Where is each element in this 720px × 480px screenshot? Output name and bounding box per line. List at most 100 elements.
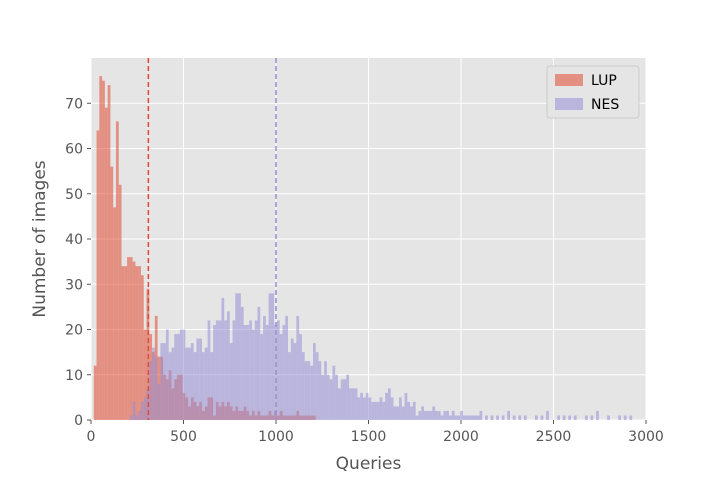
- histogram-bar-lup: [121, 266, 125, 420]
- histogram-bar-nes: [490, 415, 494, 420]
- legend-swatch-nes: [555, 98, 583, 110]
- histogram-bar-lup: [138, 266, 141, 420]
- histogram-bar-nes: [412, 401, 416, 420]
- histogram-bar-nes: [202, 352, 205, 420]
- legend-label-nes: NES: [591, 97, 619, 113]
- histogram-bar-nes: [421, 406, 424, 420]
- histogram-bar-nes: [140, 401, 144, 420]
- histogram-bar-nes: [265, 324, 269, 420]
- histogram-bar-nes: [426, 410, 430, 420]
- legend-swatch-lup: [555, 74, 583, 86]
- histogram-bar-nes: [229, 343, 233, 420]
- histogram-bar-nes: [454, 415, 458, 420]
- histogram-bar-nes: [279, 334, 283, 420]
- histogram-bar-nes: [584, 415, 588, 420]
- histogram-bar-nes: [143, 397, 147, 420]
- histogram-bar-nes: [160, 343, 164, 420]
- histogram-bar-nes: [382, 401, 386, 420]
- histogram-bar-nes: [404, 392, 408, 420]
- histogram-bar-lup: [93, 365, 97, 420]
- histogram-bar-nes: [415, 415, 419, 420]
- histogram-bar-nes: [335, 374, 338, 420]
- histogram-bar-nes: [282, 324, 286, 420]
- histogram-bar-nes: [210, 352, 214, 420]
- histogram-bar-nes: [218, 320, 222, 420]
- histogram-bar-nes: [523, 415, 527, 420]
- histogram-bar-nes: [288, 352, 291, 420]
- legend-label-lup: LUP: [591, 73, 617, 89]
- histogram-bar-nes: [324, 361, 327, 420]
- histogram-bar-nes: [379, 397, 383, 420]
- x-tick-label: 3000: [628, 429, 664, 445]
- histogram-bar-lup: [118, 184, 122, 420]
- histogram-bar-nes: [232, 320, 236, 420]
- histogram-bar-lup: [102, 80, 105, 420]
- histogram-bar-lup: [129, 257, 133, 420]
- histogram-bar-nes: [371, 401, 375, 420]
- histogram-bar-nes: [401, 406, 405, 420]
- histogram-bar-nes: [304, 361, 308, 420]
- y-tick-label: 0: [74, 413, 83, 429]
- histogram-bar-nes: [318, 361, 322, 420]
- histogram-bar-nes: [362, 397, 366, 420]
- histogram-bar-nes: [479, 410, 483, 420]
- histogram-bar-nes: [443, 410, 447, 420]
- histogram-bar-nes: [435, 410, 438, 420]
- histogram-bar-lup: [110, 166, 114, 420]
- histogram-bar-nes: [157, 383, 161, 420]
- histogram-bar-lup: [127, 257, 130, 420]
- histogram-bar-lup: [113, 207, 116, 420]
- histogram-bar-nes: [349, 388, 352, 420]
- histogram-bar-nes: [171, 347, 175, 420]
- histogram-bar-nes: [329, 379, 333, 420]
- histogram-bar-nes: [326, 374, 330, 420]
- histogram-bar-nes: [546, 410, 549, 420]
- histogram-bar-nes: [174, 334, 178, 420]
- histogram-bar-nes: [226, 311, 230, 420]
- histogram-bar-nes: [129, 415, 133, 420]
- histogram-bar-nes: [315, 352, 319, 420]
- histogram-bar-nes: [629, 415, 633, 420]
- histogram-bar-nes: [213, 324, 216, 420]
- y-tick-label: 60: [65, 142, 83, 158]
- histogram-bar-nes: [224, 320, 227, 420]
- histogram-bar-nes: [179, 329, 183, 420]
- histogram-bar-nes: [410, 406, 413, 420]
- histogram-bar-nes: [399, 397, 402, 420]
- histogram-bar-nes: [163, 343, 166, 420]
- histogram-bar-nes: [562, 415, 566, 420]
- histogram-bar-nes: [437, 410, 441, 420]
- histogram-bar-nes: [512, 415, 516, 420]
- histogram-bar-nes: [448, 415, 452, 420]
- histogram-bar-nes: [540, 415, 544, 420]
- histogram-bar-nes: [357, 397, 361, 420]
- histogram-bar-lup: [96, 130, 100, 420]
- histogram-bar-nes: [440, 415, 444, 420]
- histogram-bar-nes: [432, 406, 436, 420]
- histogram-bar-nes: [465, 415, 469, 420]
- histogram-bar-nes: [596, 410, 599, 420]
- mean-lines: [147, 58, 277, 420]
- x-tick-label: 1000: [258, 429, 294, 445]
- histogram-bar-nes: [418, 410, 422, 420]
- histogram-bar-nes: [199, 338, 202, 420]
- histogram-bar-nes: [299, 334, 302, 420]
- histogram-bar-nes: [313, 343, 316, 420]
- histogram-bar-nes: [260, 334, 264, 420]
- histogram-bar-nes: [468, 415, 472, 420]
- y-axis-ticks: 0 10 20 30 40 50 60 70: [65, 96, 91, 429]
- histogram-bar-nes: [607, 415, 610, 420]
- histogram-bar-lup: [140, 275, 144, 420]
- histogram-bar-nes: [460, 410, 463, 420]
- histogram-bar-lup: [99, 76, 103, 420]
- histogram-bar-nes: [346, 374, 350, 420]
- histogram-bar-nes: [221, 297, 225, 420]
- histogram-bar-lup: [104, 107, 108, 421]
- histogram-bar-nes: [254, 320, 258, 420]
- histogram-bar-nes: [276, 320, 280, 420]
- y-tick-label: 30: [65, 277, 83, 293]
- histogram-bar-nes: [343, 379, 347, 420]
- histogram-bar-nes: [457, 415, 461, 420]
- histogram-bar-nes: [240, 306, 244, 420]
